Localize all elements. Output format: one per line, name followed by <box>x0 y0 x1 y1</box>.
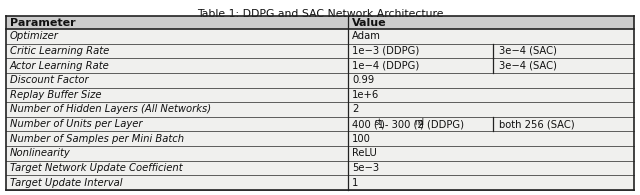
Bar <box>6 29 634 44</box>
Text: Number of Units per Layer: Number of Units per Layer <box>10 119 143 129</box>
Text: )- 300 (2: )- 300 (2 <box>381 119 424 129</box>
Bar <box>6 44 634 58</box>
Text: Table 1: DDPG and SAC Network Architecture: Table 1: DDPG and SAC Network Architectu… <box>196 9 444 19</box>
Text: Value: Value <box>352 18 387 27</box>
Text: 3e−4 (SAC): 3e−4 (SAC) <box>499 61 557 71</box>
Text: 1e−4 (DDPG): 1e−4 (DDPG) <box>352 61 419 71</box>
Text: 1e−3 (DDPG): 1e−3 (DDPG) <box>352 46 419 56</box>
Bar <box>6 146 634 161</box>
Text: Parameter: Parameter <box>10 18 76 27</box>
Text: 3e−4 (SAC): 3e−4 (SAC) <box>499 46 557 56</box>
Text: Replay Buffer Size: Replay Buffer Size <box>10 90 102 100</box>
Text: Critic Learning Rate: Critic Learning Rate <box>10 46 109 56</box>
Text: Actor Learning Rate: Actor Learning Rate <box>10 61 109 71</box>
Bar <box>6 16 634 29</box>
Text: nd: nd <box>414 118 424 127</box>
Bar <box>6 102 634 117</box>
Text: 2: 2 <box>352 105 358 114</box>
Text: Adam: Adam <box>352 31 381 41</box>
Text: 5e−3: 5e−3 <box>352 163 380 173</box>
Text: ) (DDPG): ) (DDPG) <box>420 119 464 129</box>
Bar <box>6 117 634 131</box>
Bar <box>6 73 634 88</box>
Bar <box>6 88 634 102</box>
Bar <box>6 131 634 146</box>
Text: Nonlinearity: Nonlinearity <box>10 148 71 158</box>
Bar <box>6 58 634 73</box>
Text: Target Update Interval: Target Update Interval <box>10 178 122 188</box>
Text: 100: 100 <box>352 134 371 144</box>
Text: Optimizer: Optimizer <box>10 31 59 41</box>
Bar <box>6 175 634 190</box>
Text: 0.99: 0.99 <box>352 75 374 85</box>
Text: ReLU: ReLU <box>352 148 377 158</box>
Text: Discount Factor: Discount Factor <box>10 75 88 85</box>
Text: Number of Hidden Layers (All Networks): Number of Hidden Layers (All Networks) <box>10 105 211 114</box>
Text: Number of Samples per Mini Batch: Number of Samples per Mini Batch <box>10 134 184 144</box>
Text: Target Network Update Coefficient: Target Network Update Coefficient <box>10 163 182 173</box>
Text: st: st <box>375 118 382 127</box>
Text: both 256 (SAC): both 256 (SAC) <box>499 119 574 129</box>
Bar <box>6 161 634 175</box>
Text: 1: 1 <box>352 178 358 188</box>
Text: 1e+6: 1e+6 <box>352 90 380 100</box>
Text: 400 (1: 400 (1 <box>352 119 385 129</box>
